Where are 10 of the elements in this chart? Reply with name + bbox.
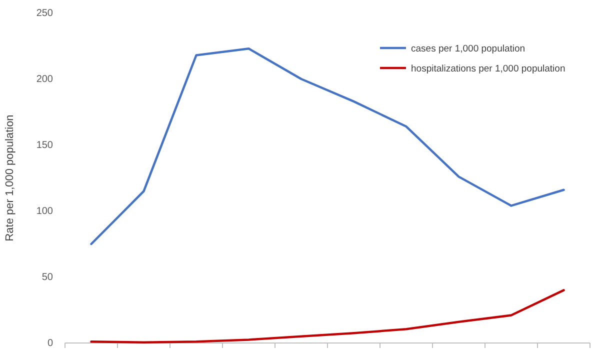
y-axis-title: Rate per 1,000 population xyxy=(4,114,16,242)
y-tick-label: 150 xyxy=(36,140,54,152)
y-tick-label: 250 xyxy=(36,8,54,20)
y-tick-label: 0 xyxy=(47,338,54,350)
y-tick-label: 50 xyxy=(42,272,54,284)
y-tick-label: 100 xyxy=(36,206,54,218)
legend-label: cases per 1,000 population xyxy=(411,43,526,54)
line-series xyxy=(90,289,565,344)
y-tick-label: 200 xyxy=(36,74,54,86)
legend-label: hospitalizations per 1,000 population xyxy=(411,63,566,74)
